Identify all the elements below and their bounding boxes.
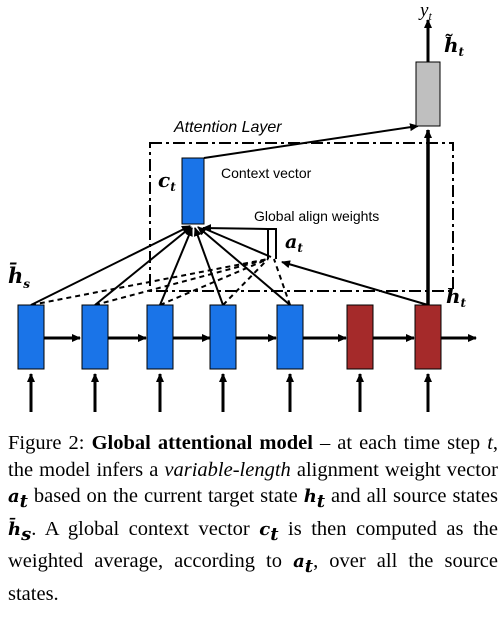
hs-label: h̄s — [8, 263, 30, 291]
target-cell — [346, 304, 374, 370]
align-dashed-lines — [30, 258, 291, 306]
caption-title: Global attentional model — [91, 432, 313, 454]
source-cell — [17, 304, 45, 370]
ct-label: ct — [158, 168, 176, 194]
attention-layer-box — [149, 142, 454, 292]
caption-fig-label: Figure 2: — [8, 432, 85, 454]
source-to-context-lines — [30, 225, 291, 306]
source-cell — [81, 304, 109, 370]
source-cell — [209, 304, 237, 370]
attention-layer-label: Attention Layer — [173, 119, 282, 136]
align-weights-connector — [267, 228, 277, 259]
context-vector-label: Context vector — [221, 165, 312, 181]
context-to-htilde-line — [203, 123, 419, 159]
source-cell — [276, 304, 304, 370]
figure-caption: Figure 2: Global attentional model – at … — [8, 432, 499, 605]
target-to-align-line — [281, 260, 429, 306]
at-label: at — [285, 231, 303, 255]
target-cell — [414, 304, 442, 370]
attentional-hidden-cell — [415, 61, 441, 127]
global-align-label: Global align weights — [254, 208, 379, 224]
output-label: yt — [418, 0, 432, 23]
htilde-label: h̃t — [444, 33, 465, 59]
input-arrows — [27, 373, 432, 412]
ht-label: ht — [446, 284, 467, 310]
context-vector-cell — [181, 157, 205, 225]
attention-diagram: yt h̃t Attention Layer ct Context vector… — [8, 0, 477, 412]
source-cell — [146, 304, 174, 370]
